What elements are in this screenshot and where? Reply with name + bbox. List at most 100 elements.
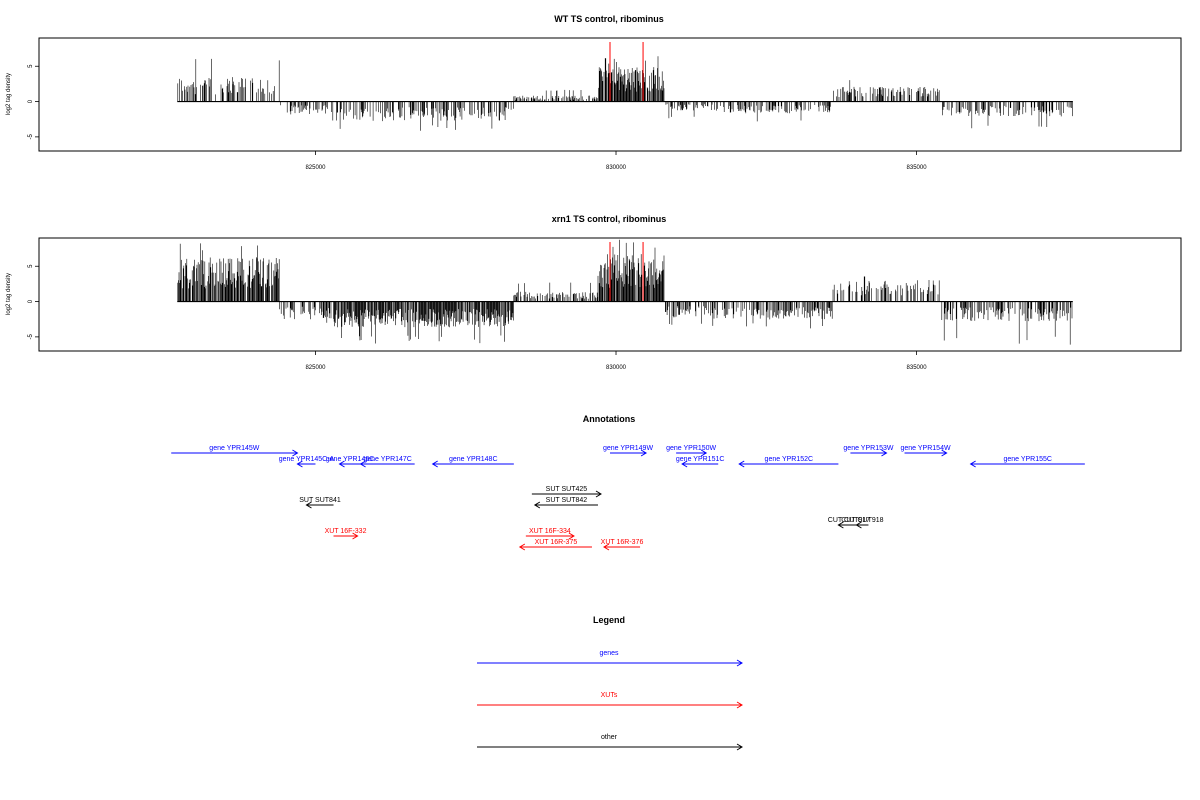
region-markers — [609, 42, 644, 101]
annotation-feature: SUT SUT841 — [299, 497, 341, 509]
feature-label: gene YPR153W — [843, 445, 893, 452]
feature-label: SUT SUT842 — [546, 497, 588, 504]
annotation-feature: gene YPR152C — [738, 456, 839, 468]
annotation-feature: XUT 16F-334 — [525, 528, 575, 540]
y-tick-label: 5 — [28, 64, 34, 68]
legend-item: XUTs — [477, 692, 743, 709]
feature-arrow-head — [603, 543, 610, 551]
plot-frame — [38, 237, 1182, 352]
legend-label: XUTs — [601, 692, 618, 699]
feature-arrow-head — [700, 449, 708, 457]
feature-arrow-head — [533, 501, 541, 509]
y-axis-label: log2 tag density — [6, 73, 12, 115]
x-tick-label: 830000 — [606, 165, 627, 171]
legend-item: genes — [477, 650, 743, 667]
feature-arrow-head — [338, 460, 345, 468]
x-tick-label: 835000 — [907, 365, 928, 371]
feature-arrow-head — [292, 449, 299, 457]
feature-arrow-head — [518, 543, 526, 551]
feature-label: XUT 16R-376 — [601, 539, 644, 546]
legend-arrow-head — [736, 743, 743, 751]
feature-label: gene YPR151C — [676, 456, 725, 463]
feature-arrow-head — [881, 449, 888, 457]
x-tick-label: 835000 — [907, 165, 928, 171]
y-axis-ticks: -5 0 5 — [28, 264, 39, 340]
density-bars — [177, 239, 1073, 345]
feature-arrow-head — [359, 460, 366, 468]
y-axis-label: log2 tag density — [6, 273, 12, 315]
feature-label: gene YPR148C — [449, 456, 498, 463]
legend-items: genes XUTs other — [477, 650, 743, 751]
feature-label: XUT 16R-375 — [535, 539, 578, 546]
feature-label: gene YPR145C-A — [279, 456, 335, 463]
legend-arrow-head — [736, 659, 743, 667]
y-tick-label: -5 — [28, 334, 34, 340]
annotation-feature: gene YPR155C — [969, 456, 1085, 468]
legend-label: genes — [599, 650, 619, 657]
y-tick-label: 0 — [28, 99, 34, 103]
y-tick-label: -5 — [28, 134, 34, 140]
annotation-feature: gene YPR150W — [666, 445, 717, 457]
feature-arrow-head — [941, 449, 948, 457]
annotations-title: Annotations — [583, 414, 636, 424]
feature-label: CUT CUT918 — [841, 517, 883, 524]
feature-arrow-head — [640, 449, 648, 457]
feature-label: gene YPR150W — [666, 445, 716, 452]
annotation-feature: SUT SUT425 — [531, 486, 602, 498]
y-tick-label: 5 — [28, 264, 34, 268]
annotation-feature: gene YPR151C — [676, 456, 725, 468]
feature-arrow-head — [296, 460, 303, 468]
feature-arrow-head — [431, 460, 438, 468]
x-axis-ticks: 825000 830000 835000 — [305, 151, 927, 171]
feature-arrow-head — [305, 501, 312, 509]
density-bars — [177, 56, 1073, 131]
feature-label: SUT SUT841 — [299, 497, 341, 504]
feature-label: CUT CUT917 — [828, 517, 870, 524]
feature-label: XUT 16F-334 — [529, 528, 571, 535]
feature-label: gene YPR155C — [1003, 456, 1052, 463]
annotation-feature: gene YPR153W — [843, 445, 894, 457]
x-tick-label: 825000 — [305, 365, 326, 371]
feature-arrow-head — [855, 521, 862, 529]
annotation-feature: gene YPR154W — [901, 445, 951, 457]
annotation-feature: XUT 16R-375 — [518, 539, 592, 551]
feature-label: gene YPR149W — [603, 445, 653, 452]
feature-label: gene YPR154W — [901, 445, 951, 452]
feature-arrow-head — [568, 532, 575, 540]
legend-label: other — [601, 734, 618, 741]
annotation-feature: gene YPR149W — [603, 445, 653, 457]
annotation-feature: gene YPR145W — [171, 445, 299, 457]
feature-label: XUT 16F-332 — [325, 528, 367, 535]
y-axis-ticks: -5 0 5 — [28, 64, 39, 140]
y-tick-label: 0 — [28, 299, 34, 303]
feature-label: gene YPR147C — [363, 456, 412, 463]
feature-arrow-head — [969, 460, 976, 468]
legend: Legend genes XUTs other — [477, 615, 743, 751]
feature-label: SUT SUT425 — [546, 486, 588, 493]
x-tick-label: 825000 — [305, 165, 326, 171]
x-tick-label: 830000 — [606, 365, 627, 371]
legend-arrow-head — [736, 701, 743, 709]
chart-title: xrn1 TS control, ribominus — [552, 214, 667, 224]
feature-arrow-head — [352, 532, 359, 540]
track-panel-wt: WT TS control, ribominus log2 tag densit… — [6, 14, 1182, 171]
annotation-feature: gene YPR145C-A — [279, 456, 335, 468]
feature-arrow-head — [681, 460, 688, 468]
legend-item: other — [477, 734, 743, 751]
annotation-feature: SUT SUT842 — [533, 497, 598, 509]
feature-label: gene YPR146C — [326, 456, 375, 463]
annotation-feature: gene YPR147C — [359, 456, 415, 468]
track-panel-xrn1: xrn1 TS control, ribominus log2 tag dens… — [6, 214, 1182, 371]
annotation-feature: gene YPR146C — [326, 456, 375, 468]
annotation-feature: XUT 16R-376 — [601, 539, 644, 551]
feature-arrow-head — [738, 460, 745, 468]
feature-arrow-head — [595, 490, 602, 498]
feature-arrow-head — [837, 521, 844, 529]
annotation-feature: gene YPR148C — [431, 456, 514, 468]
plot-frame — [38, 37, 1182, 152]
legend-title: Legend — [593, 615, 625, 625]
annotation-feature: CUT CUT918 — [841, 517, 884, 529]
annotation-feature: XUT 16F-332 — [325, 528, 367, 540]
